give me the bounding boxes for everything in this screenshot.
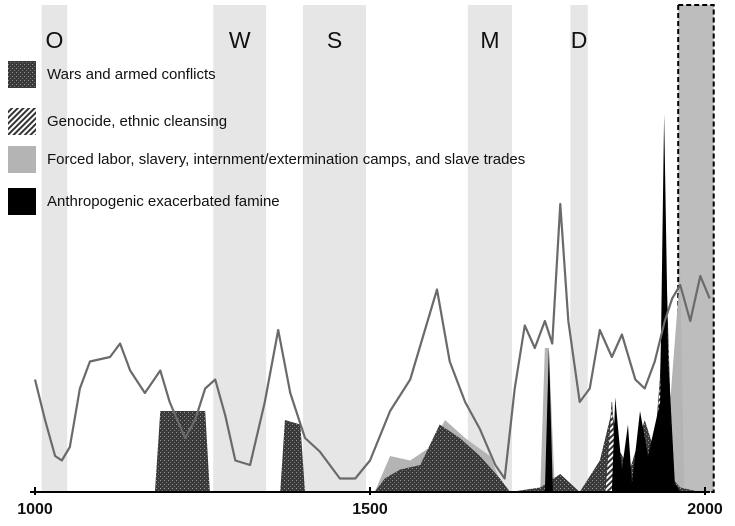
band-label: S xyxy=(327,27,342,53)
highlight-region xyxy=(677,4,715,493)
legend-text: Genocide, ethnic cleansing xyxy=(47,113,227,130)
legend-text: Wars and armed conflicts xyxy=(47,66,216,83)
x-tick-label: 1000 xyxy=(17,501,53,518)
legend-swatch xyxy=(8,108,36,135)
band-label: O xyxy=(45,27,63,53)
minimum-band xyxy=(467,5,513,492)
band-label: W xyxy=(229,27,251,53)
band-label: M xyxy=(480,27,499,53)
axis: 1000 1500 2000 xyxy=(17,487,723,518)
legend-text: Anthropogenic exacerbated famine xyxy=(47,193,280,210)
legend-swatch xyxy=(8,188,36,215)
area xyxy=(544,114,681,492)
legend-swatch xyxy=(8,146,36,173)
legend-text: Forced labor, slavery, internment/exterm… xyxy=(47,151,525,168)
x-tick-label: 2000 xyxy=(687,501,723,518)
legend: Wars and armed conflicts Genocide, ethnic… xyxy=(8,61,525,215)
minimum-band xyxy=(213,5,267,492)
band-label: D xyxy=(571,27,588,53)
legend-swatch xyxy=(8,61,36,88)
minimum-band xyxy=(41,5,68,492)
areas xyxy=(89,114,701,493)
index-line xyxy=(33,202,711,480)
line-layer xyxy=(33,202,711,480)
minimum-band xyxy=(303,5,366,492)
x-tick-label: 1500 xyxy=(352,501,388,518)
minimum-band xyxy=(570,5,588,492)
